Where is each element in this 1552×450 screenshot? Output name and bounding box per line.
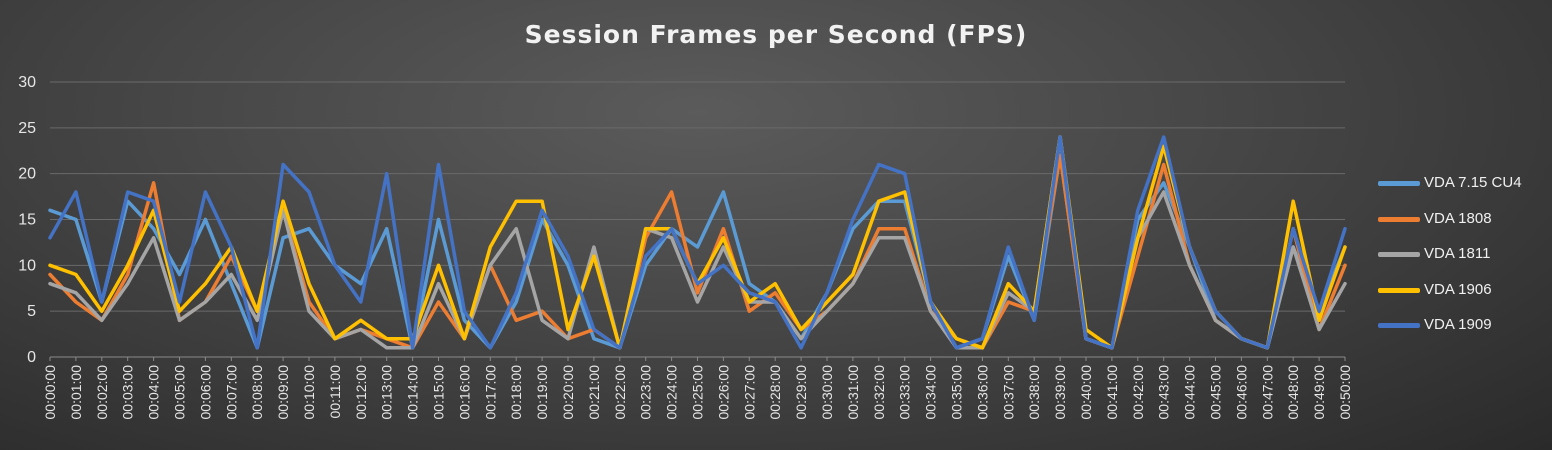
series-line-vda-7-15-cu4 <box>48 153 1347 350</box>
x-tick-label: 00:36:00 <box>974 365 990 420</box>
x-tick-label: 00:28:00 <box>767 365 783 420</box>
x-tick-label: 00:39:00 <box>1052 365 1068 420</box>
x-tick-label: 00:18:00 <box>508 365 524 420</box>
x-tick-label: 00:25:00 <box>690 365 706 420</box>
x-tick-label: 00:03:00 <box>120 365 136 420</box>
legend-swatch <box>1378 287 1420 293</box>
x-tick-label: 00:17:00 <box>482 365 498 420</box>
x-tick-label: 00:46:00 <box>1233 365 1249 420</box>
x-tick-label: 00:32:00 <box>871 365 887 420</box>
legend-label: VDA 7.15 CU4 <box>1424 174 1522 191</box>
y-tick-label: 20 <box>18 166 36 183</box>
x-tick-label: 00:48:00 <box>1285 365 1301 420</box>
x-tick-label: 00:33:00 <box>897 365 913 420</box>
x-tick-label: 00:14:00 <box>405 365 421 420</box>
y-axis-ticks: 0 5 10 15 20 25 30 <box>18 74 36 366</box>
x-tick-label: 00:12:00 <box>353 365 369 420</box>
x-tick-label: 00:34:00 <box>923 365 939 420</box>
x-tick-label: 00:05:00 <box>172 365 188 420</box>
x-tick-label: 00:43:00 <box>1156 365 1172 420</box>
legend: VDA 7.15 CU4 VDA 1808 VDA 1811 VDA 1906 VDA … <box>1378 170 1548 348</box>
x-tick-label: 00:45:00 <box>1208 365 1224 420</box>
x-tick-label: 00:10:00 <box>301 365 317 420</box>
x-tick-label: 00:19:00 <box>534 365 550 420</box>
x-tick-label: 00:09:00 <box>275 365 291 420</box>
x-tick-label: 00:11:00 <box>327 365 343 419</box>
x-tick-label: 00:20:00 <box>560 365 576 420</box>
x-tick-label: 00:23:00 <box>638 365 654 420</box>
x-tick-label: 00:01:00 <box>68 365 84 420</box>
x-tick-label: 00:42:00 <box>1130 365 1146 420</box>
x-tick-label: 00:49:00 <box>1311 365 1327 420</box>
x-tick-label: 00:06:00 <box>197 365 213 420</box>
legend-label: VDA 1808 <box>1424 209 1492 227</box>
x-tick-label: 00:16:00 <box>456 365 472 420</box>
legend-swatch <box>1378 181 1420 186</box>
legend-item: VDA 1808 <box>1378 206 1548 242</box>
x-tick-label: 00:00:00 <box>42 365 58 420</box>
legend-label: VDA 1909 <box>1424 316 1492 333</box>
x-tick-label: 00:31:00 <box>845 365 861 420</box>
x-tick-label: 00:02:00 <box>94 365 110 420</box>
x-tick-label: 00:50:00 <box>1337 365 1353 420</box>
x-tick-label: 00:26:00 <box>715 365 731 420</box>
y-tick-label: 0 <box>27 349 36 366</box>
x-tick-label: 00:24:00 <box>664 365 680 420</box>
x-tick-label: 00:22:00 <box>612 365 628 420</box>
x-tick-label: 00:08:00 <box>249 365 265 420</box>
legend-swatch <box>1378 323 1420 328</box>
x-axis-ticks: 00:00:00 00:01:00 00:02:00 00:03:00 00:04:00… <box>42 357 1353 420</box>
y-tick-label: 10 <box>18 257 36 274</box>
legend-item: VDA 7.15 CU4 <box>1378 170 1548 206</box>
x-tick-label: 00:21:00 <box>586 365 602 420</box>
x-tick-label: 00:40:00 <box>1078 365 1094 420</box>
legend-swatch <box>1378 216 1420 222</box>
legend-label: VDA 1906 <box>1424 280 1492 298</box>
x-tick-label: 00:41:00 <box>1104 365 1120 420</box>
legend-swatch <box>1378 252 1420 257</box>
legend-label: VDA 1811 <box>1424 245 1491 262</box>
x-tick-label: 00:29:00 <box>793 365 809 420</box>
y-tick-label: 25 <box>18 120 36 137</box>
series-lines <box>48 135 1347 350</box>
x-tick-label: 00:38:00 <box>1026 365 1042 420</box>
x-tick-label: 00:07:00 <box>223 365 239 420</box>
x-tick-label: 00:27:00 <box>741 365 757 420</box>
legend-item: VDA 1909 <box>1378 312 1548 348</box>
chart-title: Session Frames per Second (FPS) <box>524 20 1028 49</box>
series-line-vda-1909 <box>48 135 1347 350</box>
y-tick-label: 30 <box>18 74 36 91</box>
y-tick-label: 15 <box>18 212 36 229</box>
x-tick-label: 00:04:00 <box>146 365 162 420</box>
x-tick-label: 00:37:00 <box>1000 365 1016 420</box>
x-tick-label: 00:47:00 <box>1259 365 1275 420</box>
legend-item: VDA 1811 <box>1378 241 1548 277</box>
x-tick-label: 00:15:00 <box>431 365 447 420</box>
x-tick-label: 00:44:00 <box>1182 365 1198 420</box>
y-tick-label: 5 <box>27 303 36 320</box>
x-tick-label: 00:30:00 <box>819 365 835 420</box>
legend-item: VDA 1906 <box>1378 277 1548 313</box>
x-tick-label: 00:35:00 <box>949 365 965 420</box>
x-tick-label: 00:13:00 <box>379 365 395 420</box>
